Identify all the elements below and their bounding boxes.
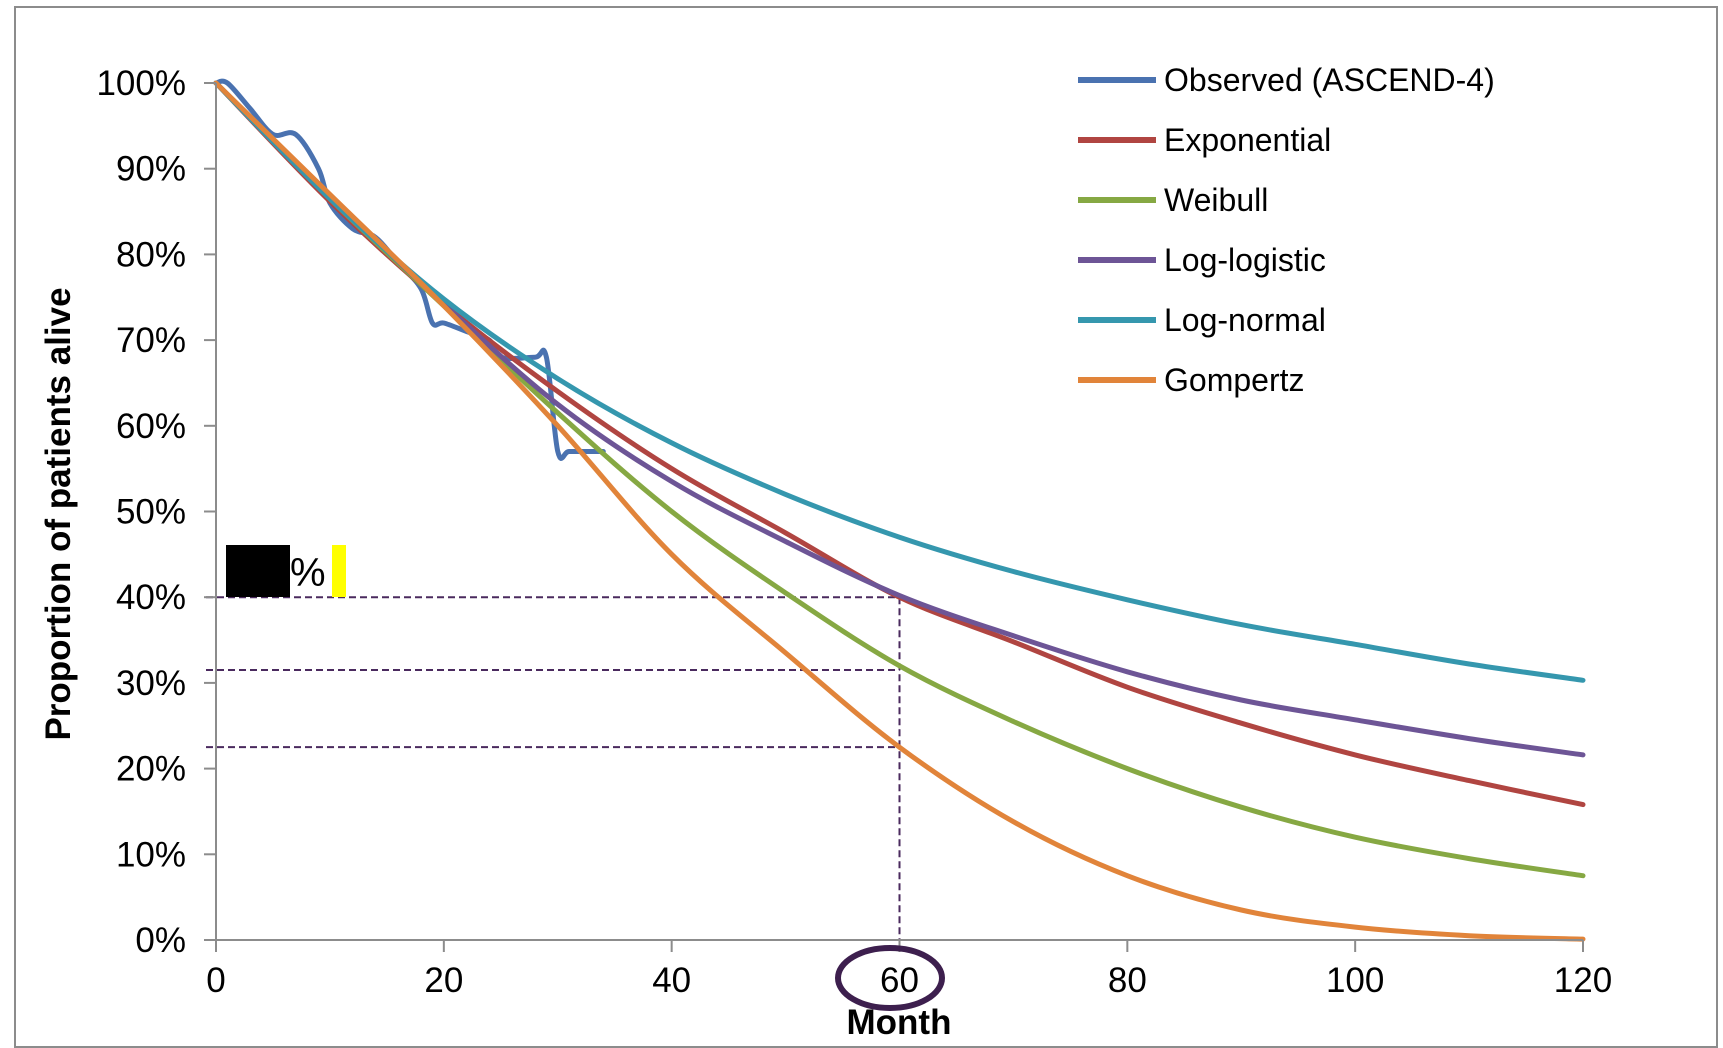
redacted-percentage-annotation: %	[226, 545, 346, 597]
y-tick-label: 0%	[135, 921, 186, 960]
x-tick-label: 0	[206, 961, 225, 1000]
redaction-box	[226, 545, 290, 597]
series-lines	[213, 78, 1586, 942]
y-tick-label: 90%	[116, 150, 186, 189]
x-tick-label: 100	[1326, 961, 1384, 1000]
y-axis-title: Proportion of patients alive	[39, 287, 78, 740]
y-tick-label: 60%	[116, 407, 186, 446]
reference-lines	[206, 596, 901, 946]
x-ticks: 0 20 40 60 80 100 120	[206, 940, 1612, 1000]
x-tick-label: 20	[424, 961, 463, 1000]
y-tick-label: 100%	[96, 64, 186, 103]
legend-label-log-normal: Log-normal	[1164, 302, 1326, 338]
x-tick-label: 80	[1108, 961, 1147, 1000]
x-tick-label: 60	[880, 961, 919, 1000]
legend-label-weibull: Weibull	[1164, 182, 1268, 218]
legend: Observed (ASCEND-4) Exponential Weibull Log…	[1078, 62, 1495, 398]
highlight-mark	[332, 545, 346, 597]
y-tick-label: 20%	[116, 750, 186, 789]
x-tick-label: 40	[652, 961, 691, 1000]
legend-label-log-logistic: Log-logistic	[1164, 242, 1326, 278]
annotation-percent-sign: %	[290, 551, 326, 595]
series-line-log-normal	[213, 80, 1586, 683]
y-tick-label: 40%	[116, 578, 186, 617]
circled-60-marker	[835, 945, 945, 1011]
x-tick-label: 120	[1554, 961, 1612, 1000]
legend-label-gompertz: Gompertz	[1164, 362, 1304, 398]
y-tick-label: 10%	[116, 835, 186, 874]
legend-label-exponential: Exponential	[1164, 122, 1331, 158]
y-tick-label: 70%	[116, 321, 186, 360]
y-tick-label: 50%	[116, 493, 186, 532]
y-tick-label: 30%	[116, 664, 186, 703]
legend-label-observed-ascend-4: Observed (ASCEND-4)	[1164, 62, 1495, 98]
y-tick-label: 80%	[116, 235, 186, 274]
series-line-observed-ascend-4	[213, 78, 606, 461]
y-ticks: 0% 10% 20% 30% 40% 50% 60% 70% 80% 90% 100%	[96, 64, 216, 960]
series-line-gompertz	[213, 80, 1586, 942]
